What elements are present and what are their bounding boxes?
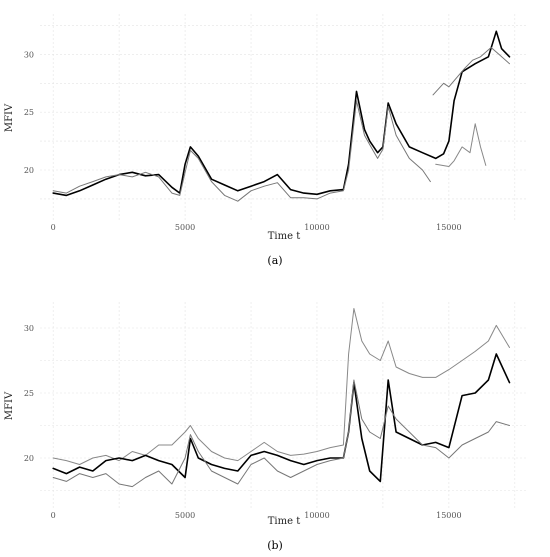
- x-tick-label: 5000: [175, 223, 195, 232]
- y-tick-label: 25: [24, 389, 34, 398]
- series-line-2: [435, 123, 487, 167]
- x-tick-label: 5000: [175, 511, 195, 520]
- y-axis-label: MFIV: [4, 391, 15, 420]
- series-line-0: [52, 30, 511, 197]
- y-axis-label: MFIV: [4, 103, 15, 132]
- panel-label: (b): [267, 539, 283, 552]
- panel-a: 0 5000 10000 15000 20 25 30 Time t MFIV (a): [4, 14, 528, 267]
- x-tick-label: 15000: [436, 511, 461, 520]
- y-tick-label: 20: [24, 454, 34, 463]
- x-axis-label: Time t: [268, 231, 300, 242]
- x-tick-label: 0: [51, 511, 56, 520]
- y-tick-label: 30: [24, 324, 34, 333]
- panel-label: (a): [267, 254, 282, 267]
- y-tick-label: 20: [24, 166, 34, 175]
- y-tick-label: 30: [24, 50, 34, 59]
- series-line-2: [52, 379, 510, 488]
- series-line-1: [52, 100, 431, 202]
- y-tick-label: 25: [24, 108, 34, 117]
- series-line-1: [52, 353, 511, 483]
- x-tick-label: 10000: [304, 223, 329, 232]
- series-line-0: [52, 308, 510, 465]
- series-line-3: [432, 47, 510, 96]
- panel-b: 0 5000 10000 15000 20 25 30 Time t MFIV (b): [4, 302, 528, 552]
- x-tick-label: 15000: [436, 223, 461, 232]
- x-tick-label: 0: [51, 223, 56, 232]
- x-tick-label: 10000: [304, 511, 329, 520]
- x-axis-label: Time t: [268, 516, 300, 527]
